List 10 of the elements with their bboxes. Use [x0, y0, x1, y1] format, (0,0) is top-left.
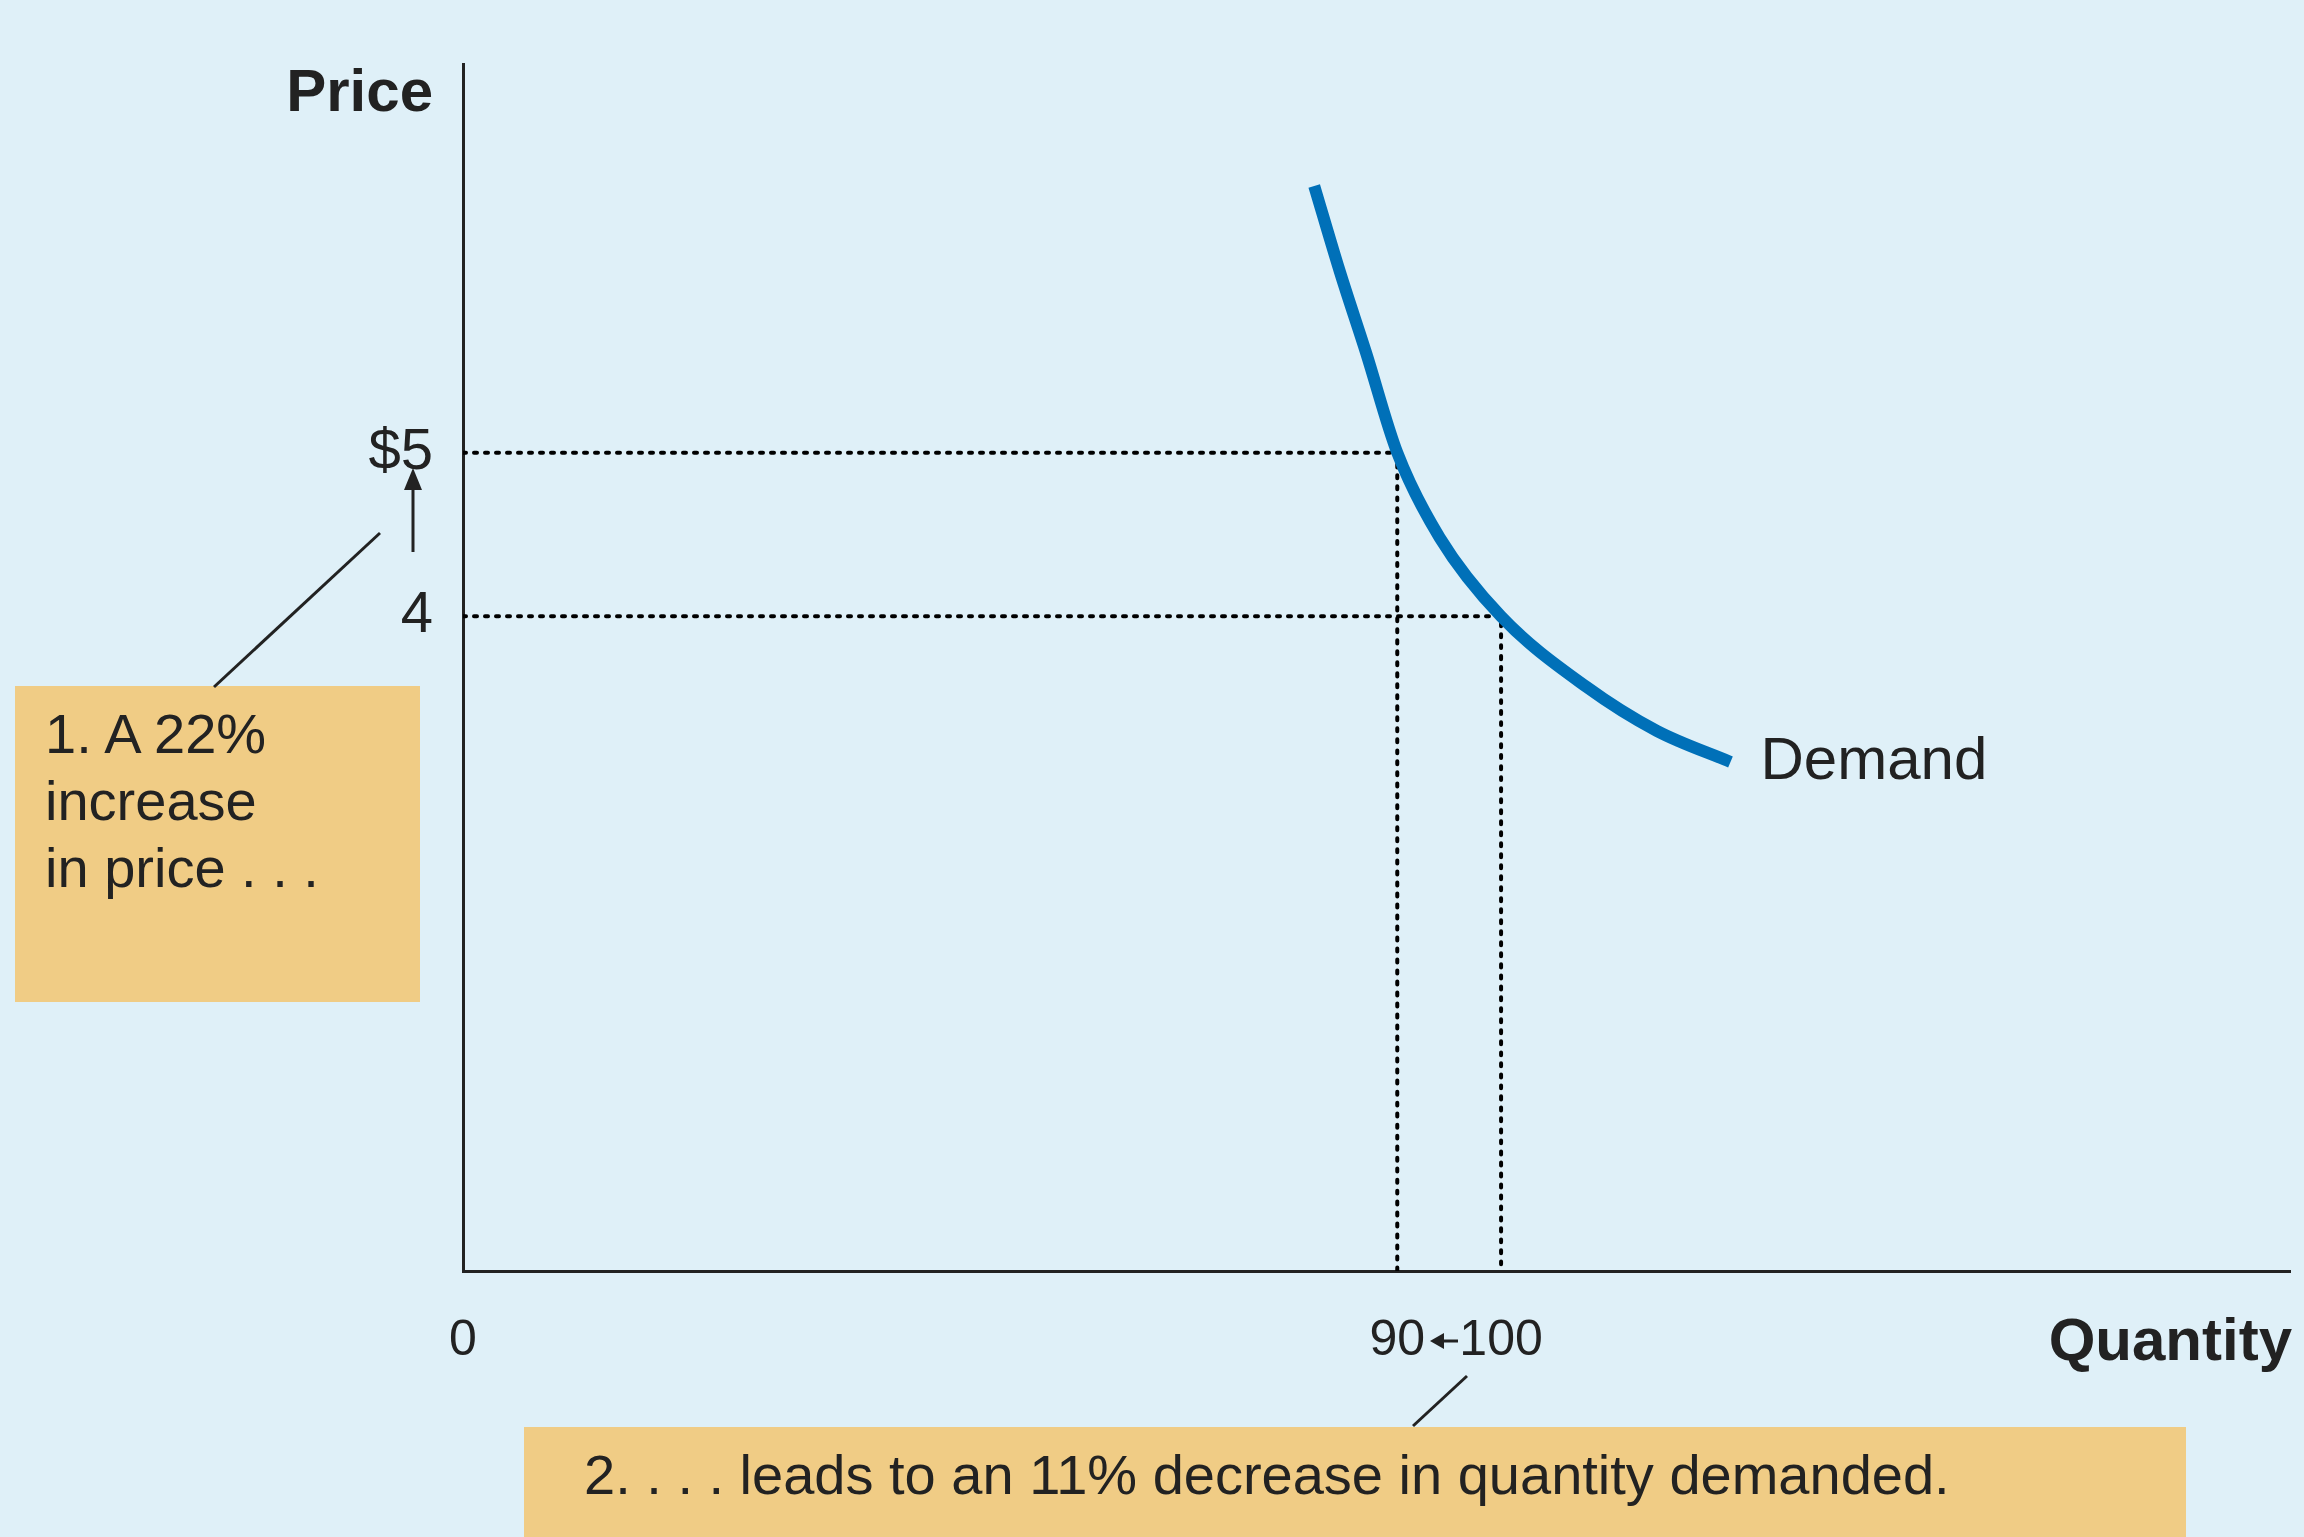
text: 2. . . . leads to an 11% decrease in quantity demanded. — [524, 1427, 2186, 1537]
x-tick-label: 90 — [1369, 1309, 1426, 1366]
y-tick-label: $5 — [368, 415, 433, 481]
x-tick-label: 100 — [1459, 1309, 1543, 1366]
text: 1. A 22% increase in price . . . — [15, 686, 420, 1002]
x-axis-title: Quantity — [2048, 1305, 2293, 1373]
y-tick-label: 4 — [400, 579, 433, 645]
series-label: Demand — [1760, 724, 1988, 792]
y-axis-title: Price — [286, 57, 433, 125]
x-tick-label: 0 — [449, 1309, 477, 1366]
